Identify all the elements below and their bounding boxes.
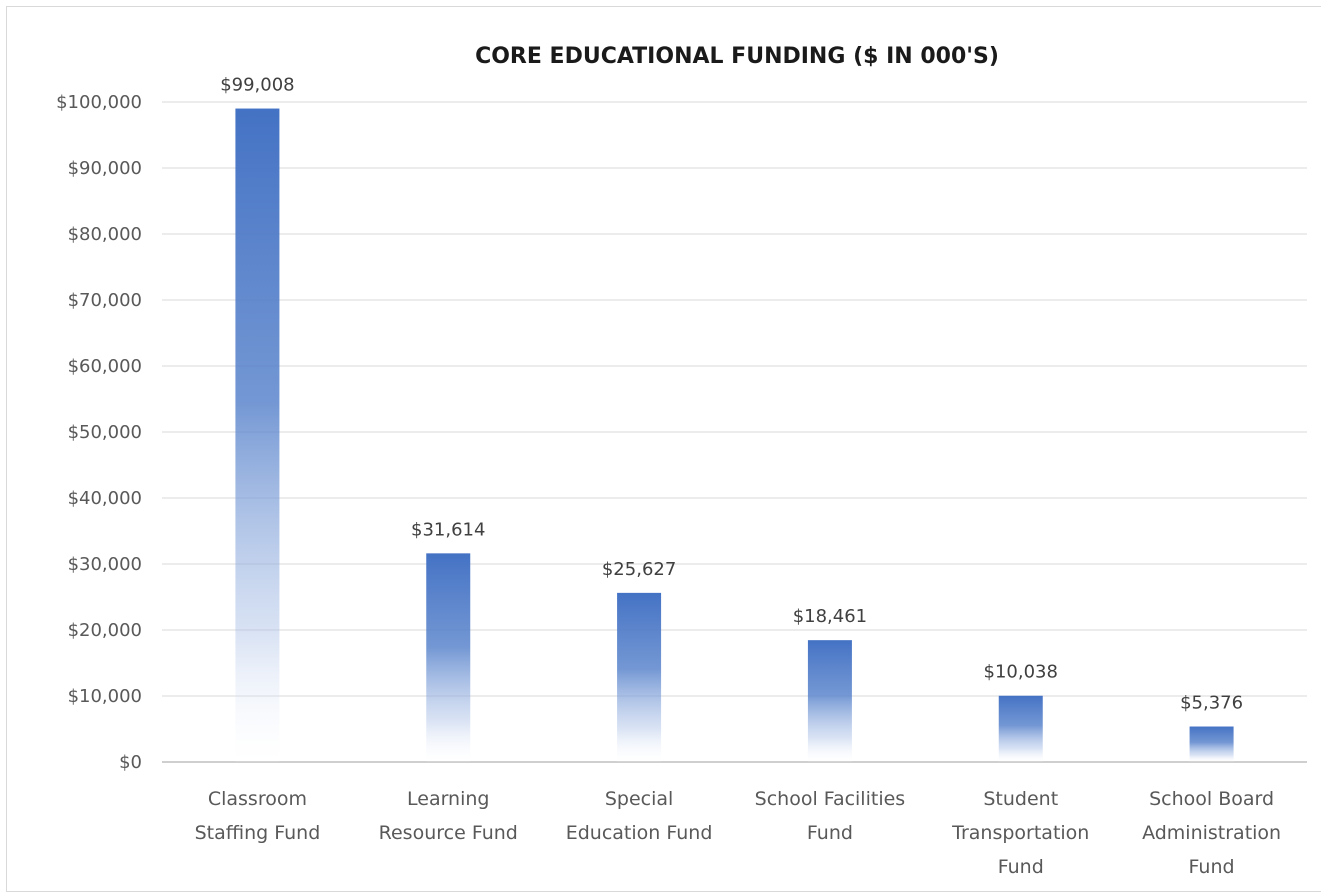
bars (235, 108, 1234, 763)
y-tick-label: $60,000 (68, 356, 142, 377)
x-tick-label: School Facilities (755, 788, 906, 810)
y-tick-label: $40,000 (68, 488, 142, 509)
x-tick-label: Staffing Fund (195, 822, 321, 844)
x-axis-tick-labels: Classroom Staffing Fund Learning Resource F… (195, 788, 1282, 878)
bar (426, 553, 471, 762)
x-tick-label: School Board (1149, 788, 1274, 810)
data-labels: $99,008 $31,614 $25,627 $18,461 $10,038 $5,37… (220, 75, 1243, 714)
y-tick-label: $50,000 (68, 422, 142, 443)
data-label: $25,627 (602, 559, 676, 580)
y-tick-label: $80,000 (68, 224, 142, 245)
chart-title: CORE EDUCATIONAL FUNDING ($ IN 000'S) (475, 44, 999, 69)
x-tick-label: Fund (998, 856, 1044, 878)
x-tick-label: Administration (1142, 822, 1281, 844)
bar-chart: CORE EDUCATIONAL FUNDING ($ IN 000'S) $0… (56, 44, 1307, 878)
y-tick-label: $30,000 (68, 554, 142, 575)
bar (1189, 726, 1234, 762)
bar (807, 640, 852, 762)
data-label: $10,038 (984, 662, 1058, 683)
x-tick-label: Fund (807, 822, 853, 844)
bar (998, 695, 1043, 762)
y-tick-label: $90,000 (68, 158, 142, 179)
data-label: $5,376 (1180, 693, 1243, 714)
x-tick-label: Fund (1189, 856, 1235, 878)
x-tick-label: Classroom (208, 788, 307, 810)
bar (235, 108, 280, 763)
x-tick-label: Special (605, 788, 673, 810)
x-tick-label: Resource Fund (379, 822, 518, 844)
x-tick-label: Learning (407, 788, 490, 810)
x-tick-label: Student (983, 788, 1058, 810)
data-label: $18,461 (793, 606, 867, 627)
data-label: $31,614 (411, 519, 485, 540)
x-tick-label: Education Fund (566, 822, 713, 844)
chart-frame: CORE EDUCATIONAL FUNDING ($ IN 000'S) $0… (6, 6, 1321, 892)
y-tick-label: $70,000 (68, 290, 142, 311)
gridlines (162, 101, 1307, 763)
y-tick-label: $0 (119, 752, 142, 773)
y-tick-label: $100,000 (56, 92, 142, 113)
data-label: $99,008 (220, 75, 294, 96)
bar (617, 592, 662, 762)
y-tick-label: $20,000 (68, 620, 142, 641)
y-axis-tick-labels: $0 $10,000 $20,000 $30,000 $40,000 $50,000 $60… (56, 92, 142, 773)
y-tick-label: $10,000 (68, 686, 142, 707)
x-tick-label: Transportation (951, 822, 1089, 844)
